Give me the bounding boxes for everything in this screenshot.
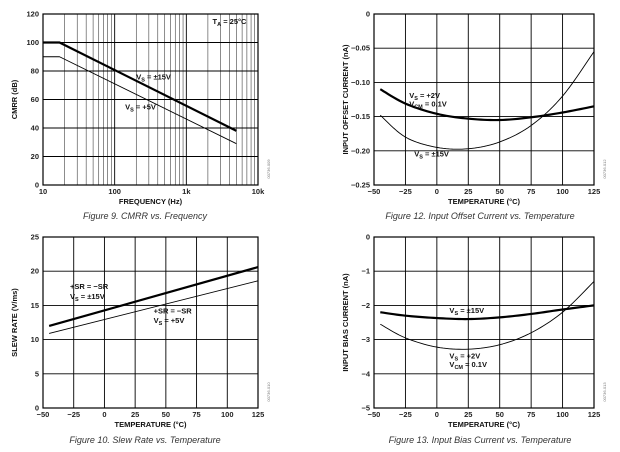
series-line: [48, 266, 259, 327]
x-tick-label: 75: [527, 410, 535, 419]
plot-frame: [42, 236, 259, 409]
y-tick-label: −0.15: [351, 112, 370, 121]
y-tick-label: 20: [31, 267, 39, 276]
annotation-label: +SR = −SR: [154, 307, 193, 316]
annotation-label: VS = +5V: [154, 316, 185, 327]
figure-code: 00736-013: [602, 382, 607, 402]
annotation-label: VS = +2V: [449, 351, 480, 362]
y-tick-label: 100: [26, 38, 39, 47]
series-line: [380, 304, 595, 321]
y-tick-label: −0.05: [351, 44, 370, 53]
y-tick-label: 5: [35, 369, 39, 378]
x-tick-label: 50: [496, 187, 504, 196]
series-line: [379, 88, 595, 122]
x-tick-label: 125: [588, 187, 601, 196]
y-tick-label: 25: [31, 233, 39, 242]
figure-caption: Figure 10. Slew Rate vs. Temperature: [69, 435, 220, 445]
y-tick-label: −5: [361, 404, 370, 413]
annotation-label: VCM = 0.1V: [449, 360, 487, 371]
x-tick-label: 0: [435, 187, 439, 196]
y-tick-label: 120: [26, 10, 39, 19]
figure-caption: Figure 13. Input Bias Current vs. Temper…: [389, 435, 572, 445]
x-tick-label: 10k: [252, 187, 265, 196]
figure-code: 00736-010: [266, 382, 271, 402]
x-tick-label: −25: [399, 187, 412, 196]
x-tick-label: 25: [464, 410, 472, 419]
plot-frame: [373, 236, 595, 409]
plot-frame: [42, 13, 259, 186]
figure-code: 00736-009: [266, 159, 271, 179]
figure-code: 00736-012: [602, 159, 607, 179]
x-tick-label: 75: [192, 410, 200, 419]
x-tick-label: 1k: [182, 187, 191, 196]
x-tick-label: 10: [39, 187, 47, 196]
x-tick-label: 125: [588, 410, 601, 419]
annotation-label: VS = ±15V: [136, 73, 171, 84]
y-axis-title: SLEW RATE (V/ms): [10, 288, 19, 357]
x-tick-label: 25: [464, 187, 472, 196]
series-line: [43, 56, 237, 145]
annotation-label: VS = +2V: [409, 91, 440, 102]
series-line: [43, 41, 237, 132]
y-tick-label: 0: [35, 181, 39, 190]
x-tick-label: 100: [556, 410, 569, 419]
y-tick-label: 20: [31, 152, 39, 161]
x-axis-title: TEMPERATURE (°C): [448, 420, 521, 429]
figure-caption: Figure 9. CMRR vs. Frequency: [83, 211, 208, 221]
y-tick-label: 0: [366, 10, 370, 19]
y-tick-label: −3: [361, 335, 370, 344]
y-tick-label: −0.10: [351, 78, 370, 87]
chart-offset: −50 −25 0 25 50 75 100 125 −0.25 −0.20 −0.15 −0.10 −…: [341, 10, 607, 222]
y-tick-label: −1: [361, 267, 370, 276]
series-line: [379, 51, 595, 150]
annotation-label: +SR = −SR: [70, 282, 109, 291]
y-tick-label: 15: [31, 301, 39, 310]
y-tick-label: −4: [361, 369, 370, 378]
y-tick-label: 60: [31, 95, 39, 104]
y-axis-title: INPUT BIAS CURRENT (nA): [341, 273, 350, 372]
chart-bias: −50 −25 0 25 50 75 100 125 −5 −4 −3 −2 −1 0 TEMPERATUR…: [341, 233, 607, 446]
annotation-label: VS = ±15V: [414, 149, 449, 160]
x-tick-label: −25: [399, 410, 412, 419]
annotation-label: VCM = 0.1V: [409, 99, 447, 110]
chart-slew: −50 −25 0 25 50 75 100 1250510152025TEMPERATURE…: [10, 233, 271, 446]
annotation-label: VS = +5V: [125, 102, 156, 113]
x-axis-title: TEMPERATURE (°C): [448, 197, 521, 206]
figure-caption: Figure 12. Input Offset Current vs. Temp…: [385, 211, 574, 221]
annotation-label: VS = ±15V: [70, 292, 105, 303]
series-line: [380, 281, 595, 350]
x-tick-label: −50: [37, 410, 50, 419]
y-tick-label: −0.20: [351, 146, 370, 155]
x-tick-label: −25: [67, 410, 80, 419]
x-tick-label: 100: [108, 187, 121, 196]
y-tick-label: 80: [31, 67, 39, 76]
annotation-label: TA = 25°C: [213, 17, 247, 28]
x-axis-title: FREQUENCY (Hz): [119, 197, 183, 206]
x-tick-label: 0: [435, 410, 439, 419]
y-tick-label: 10: [31, 335, 39, 344]
y-axis-title: INPUT OFFSET CURRENT (nA): [341, 44, 350, 154]
y-tick-label: 0: [366, 233, 370, 242]
plot-frame: [373, 13, 595, 186]
x-tick-label: 0: [102, 410, 106, 419]
y-axis-title: CMRR (dB): [10, 79, 19, 119]
x-tick-label: −50: [368, 410, 381, 419]
x-tick-label: 100: [556, 187, 569, 196]
y-tick-label: 40: [31, 124, 39, 133]
x-tick-label: 75: [527, 187, 535, 196]
series-line: [49, 280, 259, 334]
chart-cmrr: 10 100 1k 10k 0 20 40 60 80 100 120 FREQUENCY (Hz) C…: [10, 10, 271, 222]
annotation-label: VS = ±15V: [449, 306, 484, 317]
x-tick-label: −50: [368, 187, 381, 196]
x-tick-label: 100: [221, 410, 234, 419]
x-tick-label: 125: [252, 410, 265, 419]
x-axis-title: TEMPERATURE (°C): [114, 420, 187, 429]
x-tick-label: 50: [162, 410, 170, 419]
y-tick-label: 0: [35, 404, 39, 413]
x-tick-label: 50: [496, 410, 504, 419]
y-tick-label: −0.25: [351, 181, 370, 190]
y-tick-label: −2: [361, 301, 370, 310]
x-tick-label: 25: [131, 410, 139, 419]
